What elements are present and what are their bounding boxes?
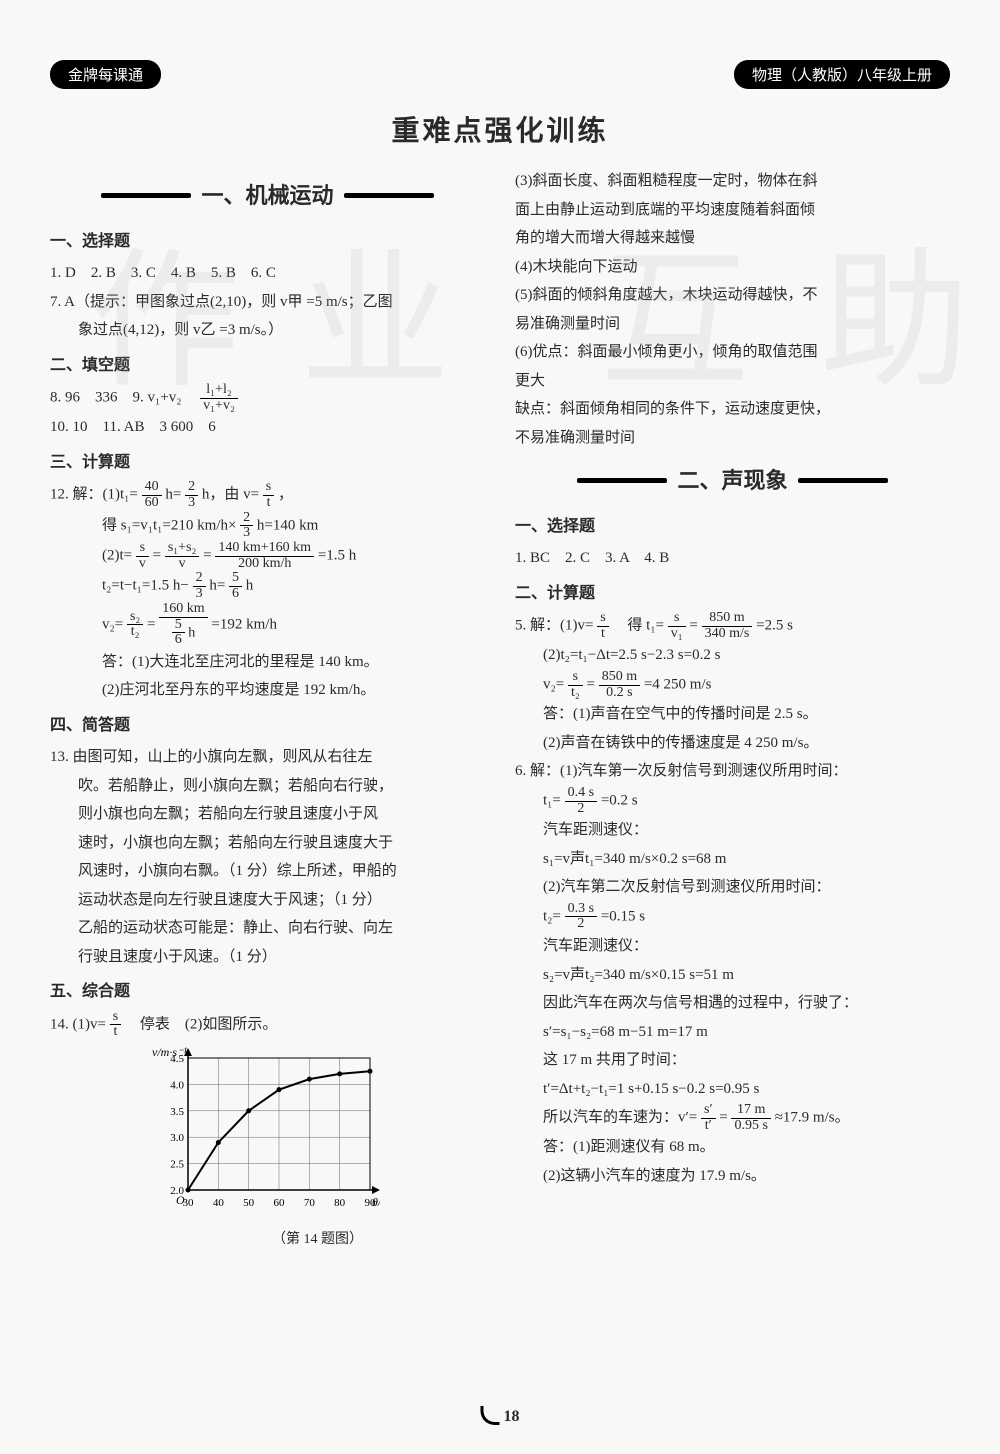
header-right: 物理（人教版）八年级上册 <box>734 60 950 89</box>
q14-lead: 14. (1)v= st 停表 (2)如图所示。 <box>50 1010 485 1040</box>
r-l6: 易准确测量时间 <box>515 310 950 339</box>
svg-text:60: 60 <box>274 1197 286 1209</box>
q13d: 速时，小旗也向左飘；若船向左行驶且速度大于 <box>78 829 485 858</box>
q6k: 这 17 m 共用了时间： <box>543 1046 950 1075</box>
mc7b: 象过点(4,12)，则 v乙 =3 m/s。） <box>78 316 485 345</box>
svg-text:40: 40 <box>213 1197 225 1209</box>
fill8-lead: 8. 96 336 9. v₁+v₂ <box>50 390 196 406</box>
subhead-short: 四、简答题 <box>50 711 485 741</box>
right-column: (3)斜面长度、斜面粗糙程度一定时，物体在斜 面上由静止运动到底端的平均速度随着… <box>515 167 950 1253</box>
q6g: 汽车距测速仪： <box>543 932 950 961</box>
r-l3: 角的增大而增大得越来越慢 <box>515 224 950 253</box>
main-title: 重难点强化训练 <box>50 109 950 149</box>
header-left: 金牌每课通 <box>50 60 161 89</box>
svg-text:4.0: 4.0 <box>170 1079 184 1091</box>
q12-line1: 12. 解：(1)t₁= 4060 h= 23 h，由 v= st ， <box>50 480 485 510</box>
q13a: 13. 由图可知，山上的小旗向左飘，则风从右往左 <box>50 743 485 772</box>
q5c: v₂= st₂ = 850 m0.2 s =4 250 m/s <box>543 670 950 700</box>
q6f: t₂= 0.3 s2 =0.15 s <box>543 902 950 932</box>
mc7a: 7. A（提示：甲图象过点(2,10)，则 v甲 =5 m/s；乙图 <box>50 288 485 317</box>
q6i: 因此汽车在两次与信号相遇的过程中，行驶了： <box>543 989 950 1018</box>
svg-text:θ/°: θ/° <box>372 1195 380 1209</box>
fill9-frac: l₁+l₂v₁+v₂ <box>200 383 238 413</box>
subhead-comp: 五、综合题 <box>50 977 485 1007</box>
q6j: s′=s₁−s₂=68 m−51 m=17 m <box>543 1018 950 1047</box>
svg-text:3.5: 3.5 <box>170 1106 184 1118</box>
q13b: 吹。若船静止，则小旗向左飘；若船向右行驶， <box>78 772 485 801</box>
q14-chart: v/m·s⁻¹304050607080902.02.53.03.54.04.5O… <box>150 1044 485 1225</box>
q13h: 行驶且速度小于风速。（1 分） <box>78 943 485 972</box>
subhead-mc: 一、选择题 <box>50 227 485 257</box>
chart-caption: （第 14 题图） <box>150 1227 485 1254</box>
r-l10: 不易准确测量时间 <box>515 424 950 453</box>
q5-ans2: (2)声音在铸铁中的传播速度是 4 250 m/s。 <box>543 729 950 758</box>
content-columns: 一、机械运动 一、选择题 1. D 2. B 3. C 4. B 5. B 6.… <box>50 167 950 1253</box>
q6m: 所以汽车的车速为：v′= s′t′ = 17 m0.95 s ≈17.9 m/s… <box>543 1103 950 1133</box>
mc-answers: 1. D 2. B 3. C 4. B 5. B 6. C <box>50 259 485 288</box>
q12-line3: (2)t= sv = s₁+s₂v = 140 km+160 km200 km/… <box>102 541 485 571</box>
q5b: (2)t₂=t₁−Δt=2.5 s−2.3 s=0.2 s <box>543 641 950 670</box>
fill-8-9: 8. 96 336 9. v₁+v₂ l₁+l₂v₁+v₂ <box>50 383 485 413</box>
section-title-1: 一、机械运动 <box>50 175 485 217</box>
q12-line5: v₂= s₂t₂ = 160 km 56 h =192 km/h <box>102 602 485 648</box>
fill10-11: 10. 10 11. AB 3 600 6 <box>50 413 485 442</box>
r-l9: 缺点：斜面倾角相同的条件下，运动速度更快， <box>515 395 950 424</box>
svg-text:O: O <box>176 1193 185 1207</box>
svg-text:3.0: 3.0 <box>170 1132 184 1144</box>
svg-text:80: 80 <box>334 1197 346 1209</box>
r-l2: 面上由静止运动到底端的平均速度随着斜面倾 <box>515 196 950 225</box>
svg-text:4.5: 4.5 <box>170 1053 184 1065</box>
s2-sub1: 一、选择题 <box>515 512 950 542</box>
q12-ans1: 答：(1)大连北至庄河北的里程是 140 km。 <box>102 648 485 677</box>
q5-line1: 5. 解：(1)v= st 得 t₁= sv₁ = 850 m340 m/s =… <box>515 611 950 641</box>
q6d: s₁=v声t₁=340 m/s×0.2 s=68 m <box>543 845 950 874</box>
r-l4: (4)木块能向下运动 <box>515 253 950 282</box>
q6-ans1: 答：(1)距测速仪有 68 m。 <box>543 1133 950 1162</box>
q6l: t′=Δt+t₂−t₁=1 s+0.15 s−0.2 s=0.95 s <box>543 1075 950 1104</box>
svg-text:70: 70 <box>304 1197 316 1209</box>
q12-line4: t₂=t−t₁=1.5 h− 23 h= 56 h <box>102 571 485 601</box>
r-l7: (6)优点：斜面最小倾角更小，倾角的取值范围 <box>515 338 950 367</box>
svg-text:2.5: 2.5 <box>170 1159 184 1171</box>
page-number: 18 <box>481 1406 520 1426</box>
subhead-calc: 三、计算题 <box>50 448 485 478</box>
q6e: (2)汽车第二次反射信号到测速仪所用时间： <box>543 873 950 902</box>
q13g: 乙船的运动状态可能是：静止、向右行驶、向左 <box>78 914 485 943</box>
section-title-2: 二、声现象 <box>515 460 950 502</box>
q12-ans2: (2)庄河北至丹东的平均速度是 192 km/h。 <box>102 676 485 705</box>
q6b: t₁= 0.4 s2 =0.2 s <box>543 786 950 816</box>
q13f: 运动状态是向左行驶且速度大于风速；（1 分） <box>78 886 485 915</box>
q13e: 风速时，小旗向右飘。（1 分）综上所述，甲船的 <box>78 857 485 886</box>
q6a: 6. 解：(1)汽车第一次反射信号到测速仪所用时间： <box>515 757 950 786</box>
r-l1: (3)斜面长度、斜面粗糙程度一定时，物体在斜 <box>515 167 950 196</box>
q5-ans1: 答：(1)声音在空气中的传播时间是 2.5 s。 <box>543 700 950 729</box>
svg-text:50: 50 <box>243 1197 255 1209</box>
q6c: 汽车距测速仪： <box>543 816 950 845</box>
q13c: 则小旗也向左飘；若船向左行驶且速度小于风 <box>78 800 485 829</box>
left-column: 一、机械运动 一、选择题 1. D 2. B 3. C 4. B 5. B 6.… <box>50 167 485 1253</box>
r-l5: (5)斜面的倾斜角度越大，木块运动得越快，不 <box>515 281 950 310</box>
q6h: s₂=v声t₂=340 m/s×0.15 s=51 m <box>543 961 950 990</box>
page-header: 金牌每课通 物理（人教版）八年级上册 <box>50 60 950 89</box>
q6-ans2: (2)这辆小汽车的速度为 17.9 m/s。 <box>543 1162 950 1191</box>
q12-line2: 得 s₁=v₁t₁=210 km/h× 23 h=140 km <box>102 511 485 541</box>
s2-mc: 1. BC 2. C 3. A 4. B <box>515 544 950 573</box>
s2-sub2: 二、计算题 <box>515 579 950 609</box>
subhead-fill: 二、填空题 <box>50 351 485 381</box>
r-l8: 更大 <box>515 367 950 396</box>
